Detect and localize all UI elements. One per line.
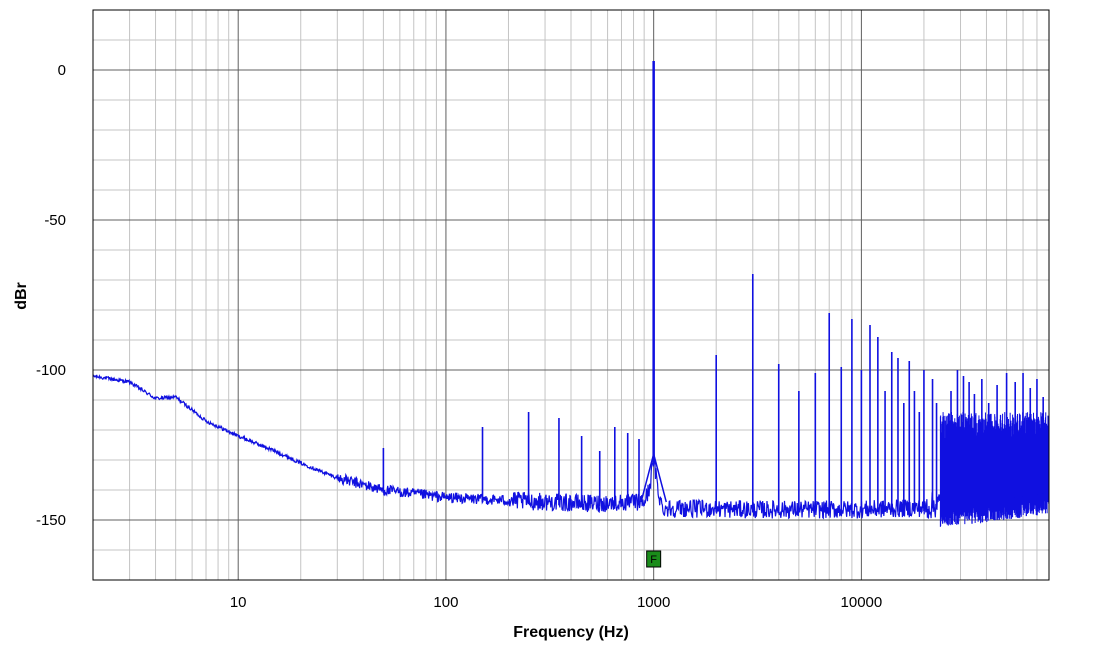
y-tick-labels: 0 -50 -100 -150 — [36, 62, 66, 529]
x-tick-label: 10000 — [841, 594, 883, 611]
y-axis-title: dBr — [13, 282, 30, 310]
fundamental-skirt — [640, 451, 667, 503]
y-tick-label: -50 — [44, 212, 66, 229]
x-tick-label: 100 — [433, 594, 458, 611]
frequency-marker-label: F — [650, 554, 657, 566]
y-tick-label: -100 — [36, 362, 66, 379]
x-tick-label: 10 — [230, 594, 247, 611]
frequency-marker[interactable] — [646, 550, 662, 568]
spectrum-trace — [92, 374, 1050, 520]
plot-area — [92, 61, 1050, 527]
y-tick-label: 0 — [58, 62, 66, 79]
x-tick-label: 1000 — [637, 594, 670, 611]
spectrum-dense-region — [939, 412, 1050, 527]
x-axis-title: Frequency (Hz) — [513, 624, 629, 641]
marker-group[interactable]: F — [646, 550, 662, 568]
plot-frame — [92, 9, 1050, 581]
y-tick-label: -150 — [36, 512, 66, 529]
x-tick-labels: 10 100 1000 10000 — [230, 594, 882, 611]
